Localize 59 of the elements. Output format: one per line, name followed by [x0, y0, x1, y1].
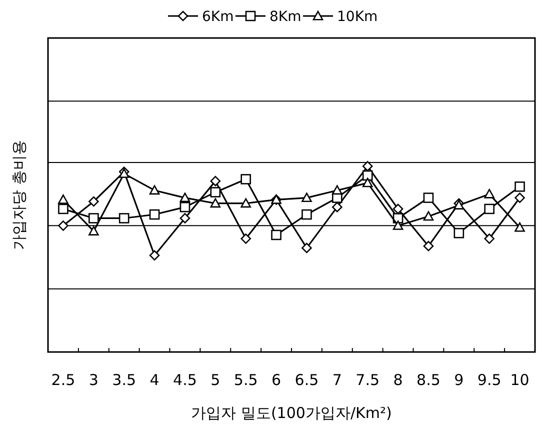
point [514, 222, 525, 232]
point [454, 228, 464, 238]
point [58, 194, 68, 204]
point [423, 192, 434, 203]
point [240, 174, 251, 184]
x-tick-label: 3 [88, 371, 98, 389]
point [58, 204, 68, 214]
point [180, 213, 190, 224]
point [332, 185, 342, 195]
point [180, 202, 190, 212]
point [149, 209, 160, 220]
point [210, 187, 221, 198]
point [180, 192, 190, 202]
x-tick-label: 5.5 [234, 371, 258, 389]
point [423, 211, 434, 221]
point [362, 178, 373, 188]
point [392, 204, 404, 214]
x-tick-label: 6 [272, 371, 282, 389]
legend-label: 10Km [337, 9, 378, 25]
point [88, 226, 99, 236]
point [332, 202, 342, 212]
point [88, 213, 99, 224]
point [240, 234, 251, 244]
x-tick-label: 8 [393, 371, 403, 389]
x-tick-label: 7.5 [356, 371, 380, 389]
point [302, 242, 312, 254]
x-tick-label: 9.5 [477, 371, 502, 389]
point [514, 192, 525, 203]
point [302, 209, 312, 220]
point [271, 230, 282, 240]
x-tick-label: 7 [332, 371, 342, 389]
point [58, 220, 68, 231]
point [423, 240, 434, 252]
x-tick-label: 10 [510, 371, 530, 389]
legend-label: 8Km [270, 9, 302, 25]
point [302, 192, 312, 202]
x-tick-label: 6.5 [294, 371, 319, 389]
point [392, 220, 404, 230]
x-tick-label: 4.5 [173, 371, 197, 389]
point [149, 250, 160, 261]
x-tick-label: 4 [150, 371, 160, 389]
point [210, 176, 221, 186]
point [484, 204, 494, 214]
x-tick-label: 3.5 [112, 371, 136, 389]
y-axis-title: 가입자당 총비용 [10, 140, 28, 250]
x-tick-label: 2.5 [51, 371, 76, 389]
point [484, 188, 494, 198]
x-tick-label: 5 [210, 371, 220, 389]
point [514, 181, 525, 192]
x-tick-label: 8.5 [416, 371, 440, 389]
point [88, 196, 99, 207]
x-tick-label: 9 [454, 371, 464, 389]
point [484, 234, 494, 244]
point [240, 198, 251, 208]
x-axis-title: 가입자 밀도(100가입자/Km²) [191, 404, 392, 422]
point [118, 213, 130, 224]
legend-label: 6Km [202, 9, 234, 25]
point [149, 185, 160, 195]
point [210, 198, 221, 208]
